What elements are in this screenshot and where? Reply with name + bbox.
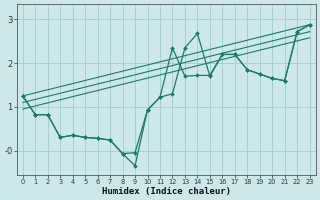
X-axis label: Humidex (Indice chaleur): Humidex (Indice chaleur) (102, 187, 231, 196)
